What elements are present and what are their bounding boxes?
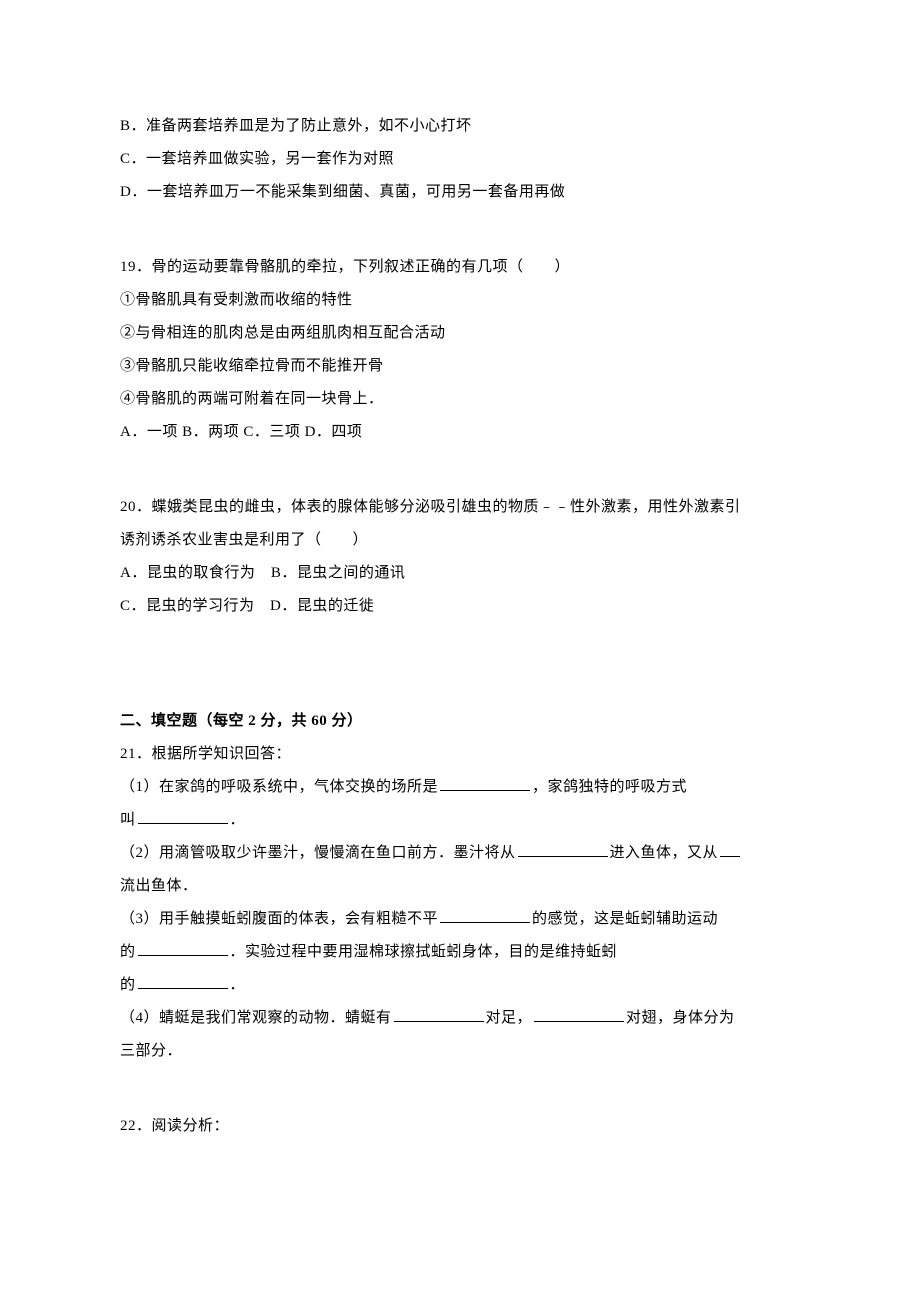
blank-field: [720, 842, 740, 857]
q21-p3b: 的感觉，这是蚯蚓辅助运动: [532, 911, 718, 927]
q21-p3d: ．实验过程中要用湿棉球擦拭蚯蚓身体，目的是维持蚯蚓: [230, 944, 618, 960]
q19-item1: ①骨骼肌具有受刺激而收缩的特性: [120, 284, 800, 317]
blank-field: [534, 1007, 624, 1022]
q21-p3f: ．: [230, 977, 246, 993]
blank-field: [138, 809, 228, 824]
q21-p3e: 的: [120, 977, 136, 993]
q21-p4c: 对翅，身体分为: [626, 1010, 735, 1026]
blank-field: [440, 776, 530, 791]
q21-p2a: （2）用滴管吸取少许墨汁，慢慢滴在鱼口前方．墨汁将从: [120, 845, 516, 861]
q21-p1a: （1）在家鸽的呼吸系统中，气体交换的场所是: [120, 779, 438, 795]
q21-part4-line1: （4）蜻蜓是我们常观察的动物．蜻蜓有 对足， 对翅，身体分为: [120, 1002, 800, 1035]
blank-field: [518, 842, 608, 857]
blank-field: [394, 1007, 484, 1022]
q20-options-ab: A．昆虫的取食行为 B．昆虫之间的通讯: [120, 557, 800, 590]
section-2-title: 二、填空题（每空 2 分，共 60 分）: [120, 705, 800, 738]
q21-part3-line3: 的．: [120, 969, 800, 1002]
q21-p4b: 对足，: [486, 1010, 533, 1026]
question-18-tail: B．准备两套培养皿是为了防止意外，如不小心打坏 C．一套培养皿做实验，另一套作为…: [120, 110, 800, 209]
q19-stem: 19．骨的运动要靠骨骼肌的牵拉，下列叙述正确的有几项（ ）: [120, 251, 800, 284]
question-spacer: [120, 1068, 800, 1110]
q22-stem: 22．阅读分析：: [120, 1110, 800, 1143]
q20-stem-line2: 诱剂诱杀农业害虫是利用了（ ）: [120, 524, 800, 557]
q18-option-b: B．准备两套培养皿是为了防止意外，如不小心打坏: [120, 110, 800, 143]
q19-options: A．一项 B．两项 C．三项 D．四项: [120, 416, 800, 449]
q21-part1-line1: （1）在家鸽的呼吸系统中，气体交换的场所是 ，家鸽独特的呼吸方式: [120, 771, 800, 804]
q19-item2: ②与骨相连的肌肉总是由两组肌肉相互配合活动: [120, 317, 800, 350]
q21-p4a: （4）蜻蜓是我们常观察的动物．蜻蜓有: [120, 1010, 392, 1026]
q21-p1c: 叫: [120, 812, 136, 828]
question-19: 19．骨的运动要靠骨骼肌的牵拉，下列叙述正确的有几项（ ） ①骨骼肌具有受刺激而…: [120, 251, 800, 449]
q21-p3a: （3）用手触摸蚯蚓腹面的体表，会有粗糙不平: [120, 911, 438, 927]
question-20: 20．蝶娥类昆虫的雌虫，体表的腺体能够分泌吸引雄虫的物质﹣﹣性外激素，用性外激素…: [120, 491, 800, 623]
blank-field: [440, 908, 530, 923]
q21-p3c: 的: [120, 944, 136, 960]
blank-field: [138, 941, 228, 956]
question-21: 21．根据所学知识回答： （1）在家鸽的呼吸系统中，气体交换的场所是 ，家鸽独特的…: [120, 738, 800, 1068]
q21-p1d: ．: [230, 812, 246, 828]
q21-stem: 21．根据所学知识回答：: [120, 738, 800, 771]
q19-item3: ③骨骼肌只能收缩牵拉骨而不能推开骨: [120, 350, 800, 383]
q21-part1-line2: 叫．: [120, 804, 800, 837]
q21-p2b: 进入鱼体，又从: [610, 845, 719, 861]
q18-option-d: D．一套培养皿万一不能采集到细菌、真菌，可用另一套备用再做: [120, 176, 800, 209]
q21-part3-line1: （3）用手触摸蚯蚓腹面的体表，会有粗糙不平 的感觉，这是蚯蚓辅助运动: [120, 903, 800, 936]
q20-stem-line1: 20．蝶娥类昆虫的雌虫，体表的腺体能够分泌吸引雄虫的物质﹣﹣性外激素，用性外激素…: [120, 491, 800, 524]
blank-field: [138, 974, 228, 989]
q21-part3-line2: 的 ．实验过程中要用湿棉球擦拭蚯蚓身体，目的是维持蚯蚓: [120, 936, 800, 969]
q21-p1b: ，家鸽独特的呼吸方式: [532, 779, 687, 795]
section-spacer: [120, 665, 800, 705]
q18-option-c: C．一套培养皿做实验，另一套作为对照: [120, 143, 800, 176]
q19-item4: ④骨骼肌的两端可附着在同一块骨上．: [120, 383, 800, 416]
q21-part2-line2: 流出鱼体．: [120, 870, 800, 903]
q21-part2-line1: （2）用滴管吸取少许墨汁，慢慢滴在鱼口前方．墨汁将从 进入鱼体，又从: [120, 837, 800, 870]
q20-options-cd: C．昆虫的学习行为 D．昆虫的迁徙: [120, 590, 800, 623]
q21-part4-line2: 三部分．: [120, 1035, 800, 1068]
